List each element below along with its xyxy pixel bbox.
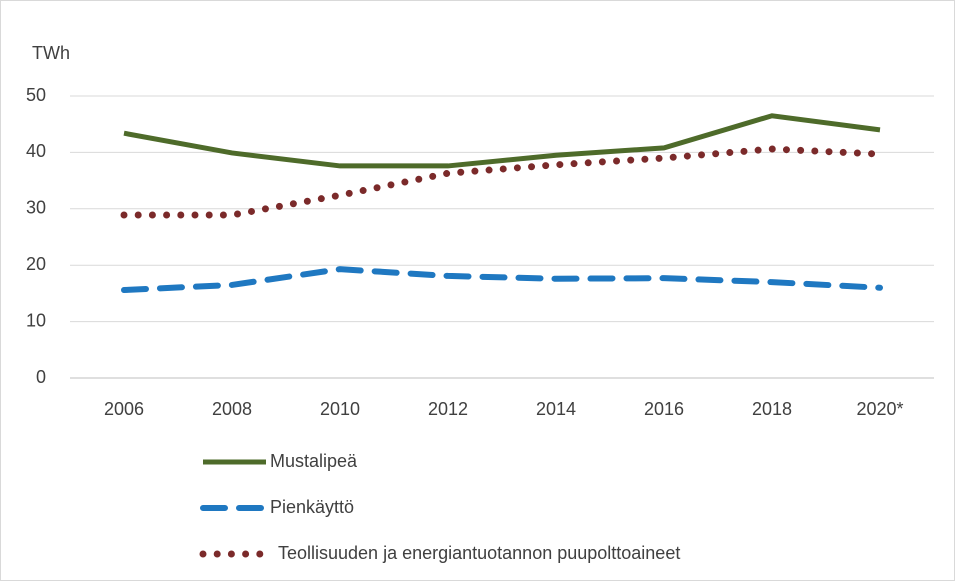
y-tick-label: 20 bbox=[26, 254, 46, 274]
y-tick-label: 30 bbox=[26, 198, 46, 218]
series-line bbox=[123, 113, 881, 169]
legend-label: Mustalipeä bbox=[270, 451, 358, 471]
y-tick-label: 0 bbox=[36, 367, 46, 387]
x-tick-label: 2006 bbox=[104, 399, 144, 419]
x-tick-label: 2020* bbox=[856, 399, 903, 419]
x-tick-label: 2010 bbox=[320, 399, 360, 419]
y-tick-label: 40 bbox=[26, 141, 46, 161]
legend-label: Teollisuuden ja energiantuotannon puupol… bbox=[278, 543, 680, 563]
legend-label: Pienkäyttö bbox=[270, 497, 354, 517]
series-line bbox=[120, 145, 884, 219]
y-axis-label: TWh bbox=[32, 43, 70, 63]
x-tick-label: 2016 bbox=[644, 399, 684, 419]
x-tick-label: 2012 bbox=[428, 399, 468, 419]
y-tick-label: 50 bbox=[26, 85, 46, 105]
x-tick-label: 2008 bbox=[212, 399, 252, 419]
x-tick-label: 2018 bbox=[752, 399, 792, 419]
series-line bbox=[121, 266, 883, 294]
x-tick-label: 2014 bbox=[536, 399, 576, 419]
y-tick-label: 10 bbox=[26, 310, 46, 330]
